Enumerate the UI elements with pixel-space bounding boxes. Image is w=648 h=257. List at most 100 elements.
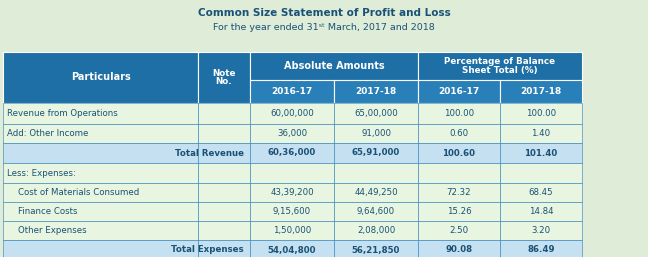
Text: 2.50: 2.50 <box>450 226 469 235</box>
Bar <box>250 143 334 163</box>
Text: Sheet Total (%): Sheet Total (%) <box>462 66 538 75</box>
Text: Finance Costs: Finance Costs <box>7 207 78 216</box>
Bar <box>250 163 334 183</box>
Bar <box>198 202 250 221</box>
Bar <box>418 143 500 163</box>
Bar <box>334 103 418 124</box>
Text: 91,000: 91,000 <box>361 129 391 138</box>
Bar <box>500 103 582 124</box>
Text: Note: Note <box>213 69 236 78</box>
Text: 60,00,000: 60,00,000 <box>270 109 314 118</box>
Bar <box>500 240 582 257</box>
Text: 3.20: 3.20 <box>531 226 551 235</box>
Bar <box>198 240 250 257</box>
Bar <box>334 183 418 202</box>
Text: 101.40: 101.40 <box>524 149 558 158</box>
Bar <box>3 221 198 240</box>
Text: For the year ended 31ˢᵗ March, 2017 and 2018: For the year ended 31ˢᵗ March, 2017 and … <box>213 23 435 32</box>
Bar <box>250 80 334 103</box>
Bar <box>198 143 250 163</box>
Text: 90.08: 90.08 <box>445 245 472 254</box>
Text: 0.60: 0.60 <box>450 129 469 138</box>
Bar <box>334 80 418 103</box>
Bar <box>250 202 334 221</box>
Text: Total Expenses: Total Expenses <box>171 245 244 254</box>
Text: 2017-18: 2017-18 <box>355 87 397 96</box>
Bar <box>418 80 500 103</box>
Text: 60,36,000: 60,36,000 <box>268 149 316 158</box>
Text: Other Expenses: Other Expenses <box>7 226 87 235</box>
Text: 100.00: 100.00 <box>444 109 474 118</box>
Bar <box>500 143 582 163</box>
Bar <box>250 240 334 257</box>
Bar <box>198 52 250 103</box>
Bar <box>500 80 582 103</box>
Bar <box>418 202 500 221</box>
Text: No.: No. <box>216 77 233 86</box>
Bar <box>198 183 250 202</box>
Text: 2,08,000: 2,08,000 <box>357 226 395 235</box>
Text: 43,39,200: 43,39,200 <box>270 188 314 197</box>
Bar <box>250 183 334 202</box>
Text: 2017-18: 2017-18 <box>520 87 562 96</box>
Text: 68.45: 68.45 <box>529 188 553 197</box>
Text: Total Revenue: Total Revenue <box>175 149 244 158</box>
Text: 100.60: 100.60 <box>443 149 476 158</box>
Bar <box>500 163 582 183</box>
Bar <box>250 103 334 124</box>
Bar <box>3 124 198 143</box>
Bar <box>418 163 500 183</box>
Bar <box>500 124 582 143</box>
Bar <box>3 52 198 103</box>
Text: Less: Expenses:: Less: Expenses: <box>7 169 76 178</box>
Text: Particulars: Particulars <box>71 72 130 82</box>
Bar <box>3 143 198 163</box>
Bar <box>198 124 250 143</box>
Text: 1.40: 1.40 <box>531 129 551 138</box>
Bar <box>418 221 500 240</box>
Bar <box>334 202 418 221</box>
Text: 44,49,250: 44,49,250 <box>354 188 398 197</box>
Text: 2016-17: 2016-17 <box>439 87 480 96</box>
Text: 100.00: 100.00 <box>526 109 556 118</box>
Text: 36,000: 36,000 <box>277 129 307 138</box>
Bar <box>250 124 334 143</box>
Text: 65,91,000: 65,91,000 <box>352 149 400 158</box>
Bar <box>418 52 582 80</box>
Bar <box>500 202 582 221</box>
Bar <box>198 163 250 183</box>
Bar <box>418 240 500 257</box>
Text: 65,00,000: 65,00,000 <box>354 109 398 118</box>
Text: 2016-17: 2016-17 <box>272 87 312 96</box>
Text: 9,15,600: 9,15,600 <box>273 207 311 216</box>
Text: 1,50,000: 1,50,000 <box>273 226 311 235</box>
Bar <box>334 163 418 183</box>
Text: 72.32: 72.32 <box>446 188 471 197</box>
Bar <box>3 240 198 257</box>
Text: Absolute Amounts: Absolute Amounts <box>284 61 384 71</box>
Bar <box>334 143 418 163</box>
Bar <box>250 52 418 80</box>
Bar <box>500 183 582 202</box>
Bar <box>334 240 418 257</box>
Text: 9,64,600: 9,64,600 <box>357 207 395 216</box>
Text: Revenue from Operations: Revenue from Operations <box>7 109 118 118</box>
Text: 14.84: 14.84 <box>529 207 553 216</box>
Bar <box>198 221 250 240</box>
Bar <box>418 103 500 124</box>
Bar <box>3 103 198 124</box>
Text: 15.26: 15.26 <box>446 207 471 216</box>
Text: 54,04,800: 54,04,800 <box>268 245 316 254</box>
Bar <box>500 221 582 240</box>
Text: Percentage of Balance: Percentage of Balance <box>445 57 555 66</box>
Bar <box>250 221 334 240</box>
Text: 56,21,850: 56,21,850 <box>352 245 400 254</box>
Bar <box>418 124 500 143</box>
Bar <box>334 221 418 240</box>
Text: Cost of Materials Consumed: Cost of Materials Consumed <box>7 188 139 197</box>
Bar <box>3 183 198 202</box>
Text: 86.49: 86.49 <box>527 245 555 254</box>
Bar <box>334 124 418 143</box>
Bar <box>3 163 198 183</box>
Text: Common Size Statement of Profit and Loss: Common Size Statement of Profit and Loss <box>198 8 450 18</box>
